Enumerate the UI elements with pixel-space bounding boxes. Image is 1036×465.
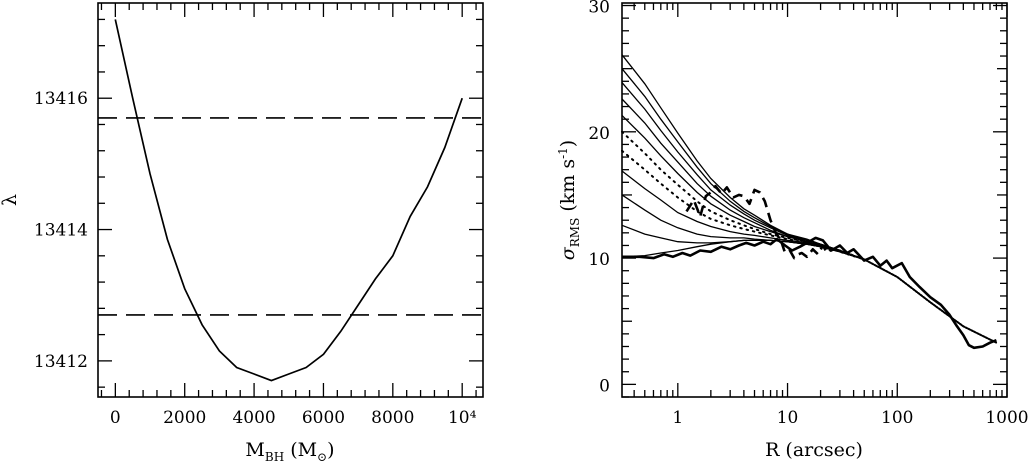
x-tick-label: 10 (777, 408, 799, 428)
model-curve (621, 98, 997, 344)
y-tick-label: 13414 (34, 221, 88, 241)
x-tick-label: 100 (881, 408, 913, 428)
y-tick-label: 13416 (34, 89, 88, 109)
y-tick-label: 20 (588, 124, 610, 144)
y-tick-label: 13412 (34, 352, 88, 372)
lambda-vs-mass-panel: 0 2000 4000 6000 8000 10⁴ 13412 13414 13416 MBH … (0, 2, 484, 464)
tick-labels: 1 10 100 1000 0 10 20 30 (588, 0, 1028, 428)
x-tick-label: 6000 (302, 408, 345, 428)
observed-profile (622, 236, 997, 350)
y-tick-label: 30 (588, 0, 610, 18)
y-axis-label: σRMS (km s-1) (556, 140, 582, 260)
lambda-curve (114, 19, 464, 382)
x-axis-label: MBH (M⊙) (245, 439, 334, 464)
observed-profile-dashed (685, 184, 833, 260)
tick-labels: 0 2000 4000 6000 8000 10⁴ 13412 13414 13416 (34, 89, 477, 428)
x-tick-label: 4000 (232, 408, 275, 428)
plot-frame (621, 2, 1008, 398)
axis-ticks (98, 3, 483, 397)
x-tick-label: 1 (672, 408, 683, 428)
chi-curve (114, 19, 464, 382)
x-tick-label: 0 (110, 408, 121, 428)
sigma-vs-radius-panel: 1 10 100 1000 0 10 20 30 R (arcsec) σRMS (km s-… (556, 0, 1029, 461)
x-tick-label: 1000 (985, 408, 1028, 428)
model-curve (621, 54, 997, 344)
axis-ticks (622, 3, 1008, 398)
y-tick-label: 10 (588, 250, 610, 270)
plot-frame (97, 2, 484, 398)
x-axis-label: R (arcsec) (765, 439, 863, 461)
y-tick-label: 0 (599, 376, 610, 396)
y-axis-label: λ (0, 194, 21, 206)
x-tick-label: 8000 (371, 408, 414, 428)
x-tick-label: 2000 (163, 408, 206, 428)
reference-lines (98, 117, 483, 316)
observed-profiles (622, 184, 997, 350)
model-curve-dotted (621, 149, 998, 344)
x-tick-label: 10⁴ (448, 408, 477, 428)
model-curve (621, 68, 997, 344)
model-curve (621, 194, 997, 344)
model-curves (621, 54, 998, 344)
